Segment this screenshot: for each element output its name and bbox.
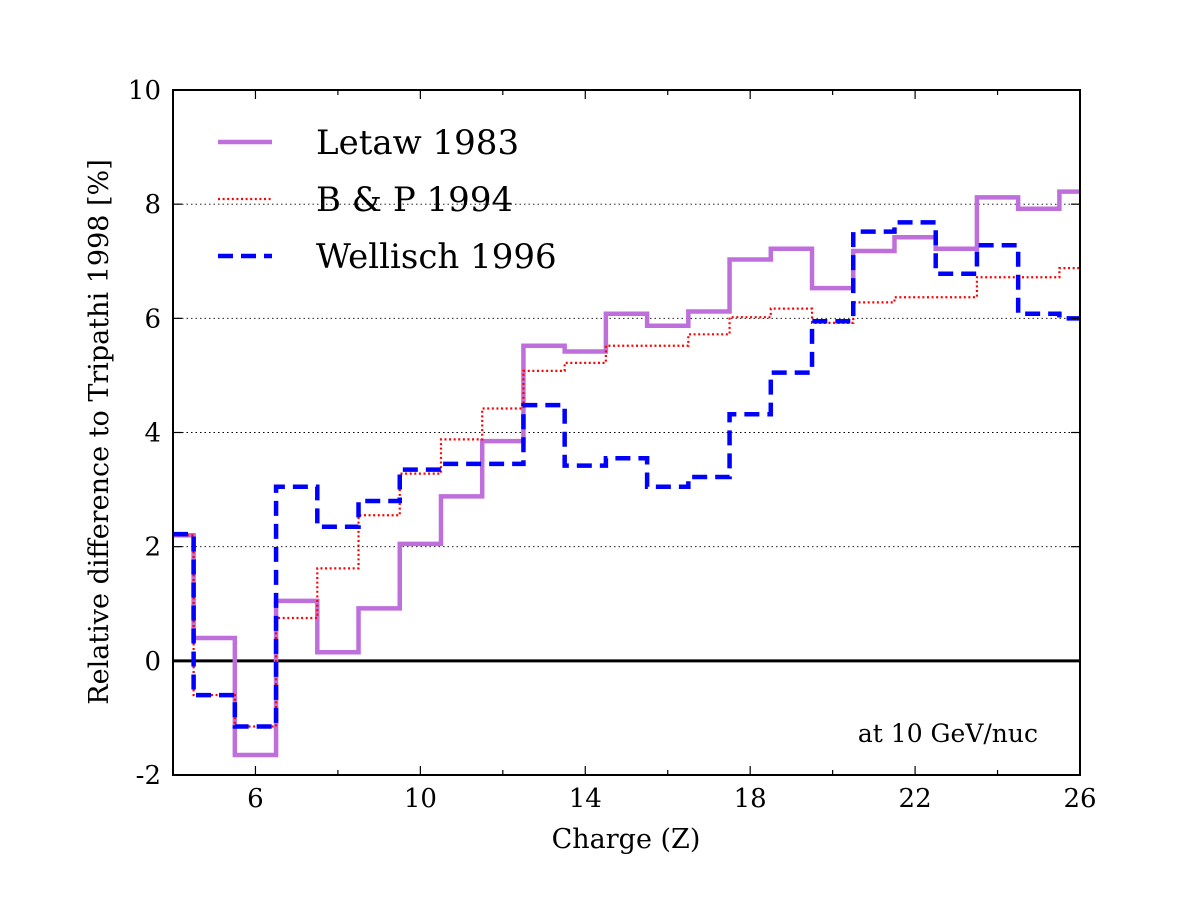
series-group (173, 189, 1080, 758)
series-line-letaw-1983 (173, 189, 1080, 758)
ticks (172, 89, 1081, 776)
x-tick-label-10: 10 (404, 784, 437, 814)
y-tick-label-2: 2 (144, 533, 161, 563)
y-tick-label-8: 8 (144, 190, 161, 220)
grid-lines (173, 203, 1080, 548)
y-tick-label--2: -2 (136, 761, 161, 791)
y-tick-label-6: 6 (144, 304, 161, 334)
legend: Letaw 1983 B & P 1994 Wellisch 1996 (218, 123, 557, 277)
legend-label-0: Letaw 1983 (316, 123, 519, 163)
x-tick-label-6: 6 (247, 784, 264, 814)
y-tick-label-10: 10 (128, 76, 161, 106)
tick-labels: 6 10 14 18 22 26 -2 0 2 4 6 8 10 (128, 76, 1097, 814)
y-axis-label: Relative difference to Tripathi 1998 [%] (84, 159, 115, 704)
y-tick-label-4: 4 (144, 419, 161, 449)
series-line-wellisch-1996 (173, 220, 1080, 729)
series-line-b-p-1994 (173, 267, 1080, 728)
x-axis-label: Charge (Z) (552, 824, 701, 855)
x-tick-label-14: 14 (569, 784, 602, 814)
legend-label-2: Wellisch 1996 (316, 237, 557, 277)
x-tick-label-18: 18 (734, 784, 767, 814)
energy-annotation: at 10 GeV/nuc (858, 719, 1038, 748)
legend-label-1: B & P 1994 (316, 180, 513, 220)
y-tick-label-0: 0 (144, 647, 161, 677)
x-tick-label-22: 22 (899, 784, 932, 814)
x-tick-label-26: 26 (1063, 784, 1096, 814)
